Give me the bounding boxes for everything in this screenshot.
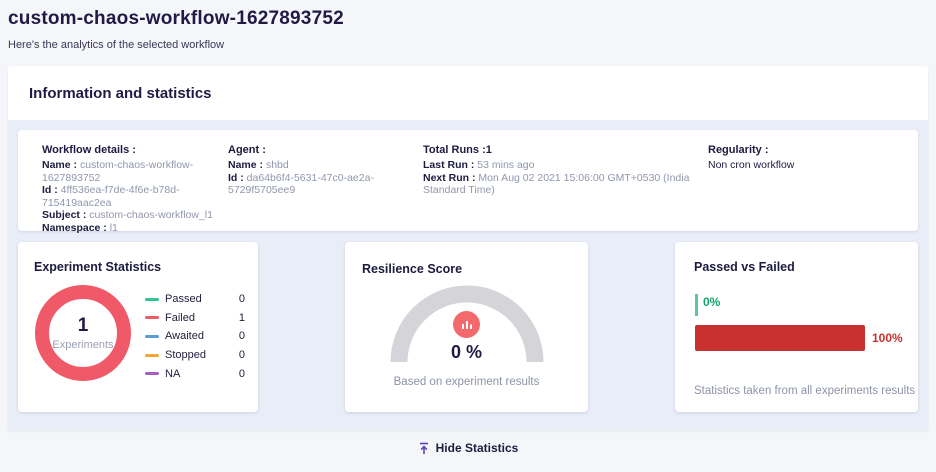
page-subtitle: Here's the analytics of the selected wor… [8,39,225,51]
agent-id-row: Id : da64b6f4-5631-47c0-ae2a-5729f5705ee… [228,171,374,197]
passed-swatch [145,297,159,301]
legend-row-na: NA 0 [145,364,245,383]
workflow-subject-row: Subject : custom-chaos-workflow_l1 [42,209,213,221]
agent-name-row: Name : shbd [228,159,289,171]
statistics-section: Workflow details : Name : custom-chaos-w… [8,120,928,430]
passed-bar: 0% [695,294,720,316]
regularity-column: Regularity : Non cron workflow [708,144,918,231]
next-run-row: Next Run : Mon Aug 02 2021 15:06:00 GMT+… [423,171,690,197]
total-runs-column: Total Runs :1 Last Run : 53 mins ago Nex… [423,144,708,231]
workflow-details-heading: Workflow details : [42,144,136,156]
legend-row-failed: Failed 1 [145,309,245,328]
passed-percent-label: 0% [703,295,721,309]
hide-statistics-label: Hide Statistics [435,441,519,455]
section-header: Information and statistics [8,66,928,120]
total-runs-heading: Total Runs :1 [423,144,492,156]
failed-swatch [145,316,159,320]
workflow-details-column: Workflow details : Name : custom-chaos-w… [42,144,228,234]
workflow-id-row: Id : 4ff536ea-f7de-4f6e-b78d-715419aac2e… [42,184,180,209]
resilience-gauge-arc [390,285,544,362]
failed-bar-fill [695,325,865,351]
legend-row-awaited: Awaited 0 [145,327,245,346]
regularity-value: Non cron workflow [708,159,795,171]
resilience-score-title: Resilience Score [362,262,463,276]
page-title: custom-chaos-workflow-1627893752 [8,8,344,29]
passed-bar-tick [695,294,698,316]
experiments-legend: Passed 0 Failed 1 Awaited 0 [145,290,245,383]
stopped-swatch [145,353,159,357]
legend-row-passed: Passed 0 [145,290,245,309]
resilience-score-card: Resilience Score 0 % Based on experiment… [345,242,588,412]
workflow-namespace-row: Namespace : l1 [42,221,118,234]
failed-percent-label: 100% [872,331,903,345]
agent-heading: Agent : [228,144,266,156]
resilience-score-caption: Based on experiment results [393,376,540,388]
regularity-heading: Regularity : [708,144,769,156]
agent-column: Agent : Name : shbd Id : da64b6f4-5631-4… [228,144,423,231]
footer-bar: Hide Statistics [0,439,936,457]
donut-center-value: 1 [77,314,89,336]
workflow-name-row: Name : custom-chaos-workflow-1627893752 [42,159,194,184]
workflow-details-card: Workflow details : Name : custom-chaos-w… [18,130,918,234]
passed-vs-failed-title: Passed vs Failed [694,260,795,274]
donut-center-label: Experiments [52,338,114,351]
experiment-statistics-title: Experiment Statistics [34,260,162,274]
awaited-swatch [145,334,159,338]
legend-row-stopped: Stopped 0 [145,346,245,365]
passed-vs-failed-caption: Statistics taken from all experiments re… [694,385,916,397]
information-statistics-card: Information and statistics Workflow deta… [8,66,928,430]
page-header: custom-chaos-workflow-1627893752 Here's … [0,0,936,51]
last-run-row: Last Run : 53 mins ago [423,159,535,171]
section-title: Information and statistics [29,84,212,102]
experiment-statistics-card: Experiment Statistics 1 Experiments Pass… [18,242,258,412]
hide-statistics-button[interactable]: Hide Statistics [418,441,519,455]
na-swatch [145,372,159,376]
failed-bar: 100% [695,325,903,351]
experiments-donut-chart: 1 Experiments [35,285,131,381]
stat-cards-row: Experiment Statistics 1 Experiments Pass… [18,242,918,412]
passed-vs-failed-card: Passed vs Failed 0% 100% Statistics take… [675,242,918,412]
bar-chart-badge-icon [453,311,480,338]
collapse-up-icon [419,442,428,454]
resilience-score-value: 0 % [450,342,483,362]
